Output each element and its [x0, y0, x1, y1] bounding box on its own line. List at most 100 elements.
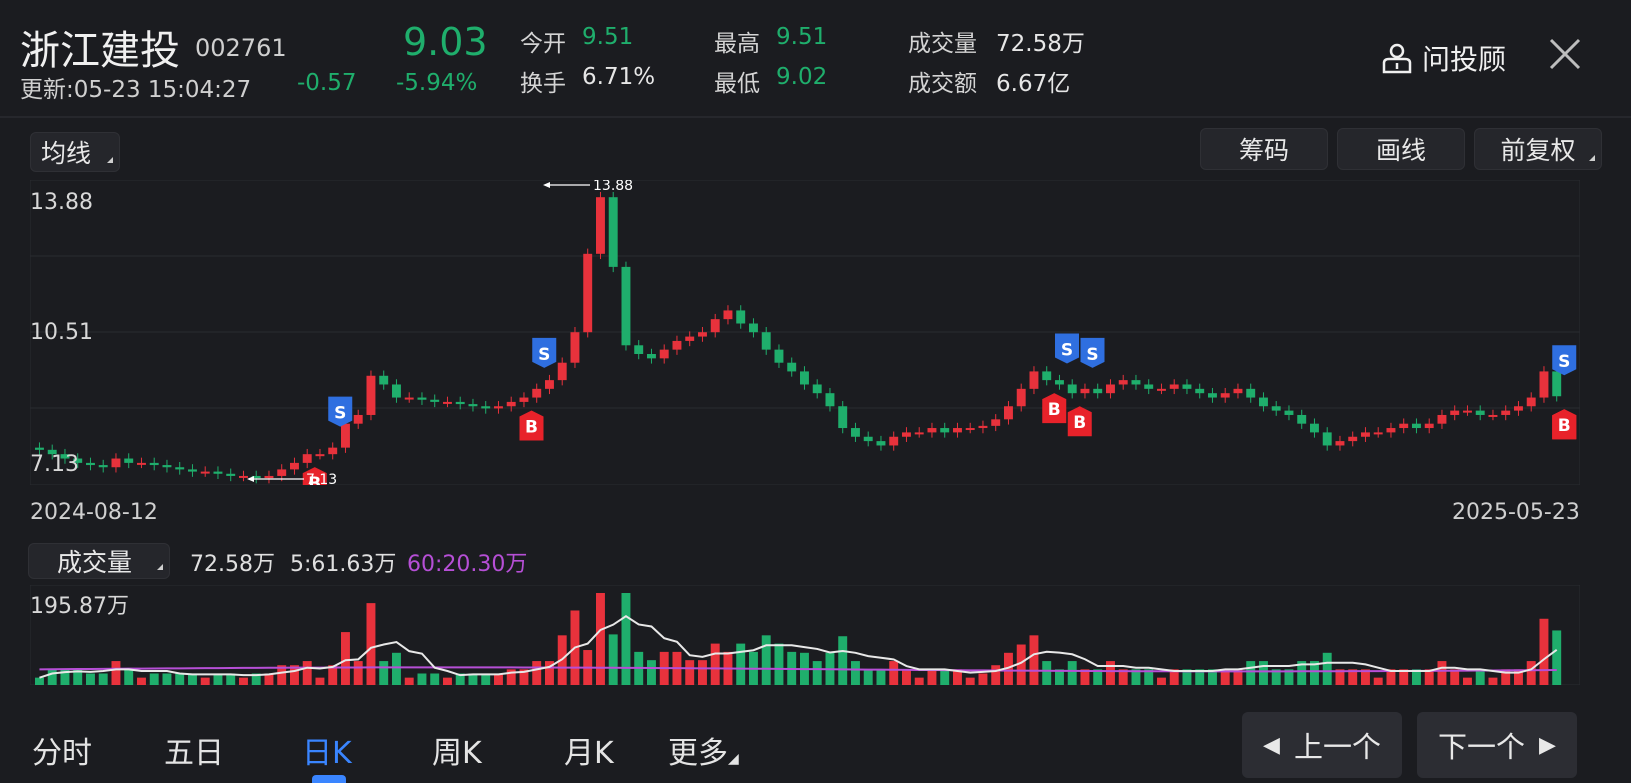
volume-bar [328, 665, 338, 685]
volume-bar [1246, 661, 1256, 685]
prev-stock-button[interactable]: ◀ 上一个 [1242, 712, 1402, 778]
candle-body [468, 404, 478, 407]
chips-button[interactable]: 筹码 [1200, 128, 1328, 170]
candle-body [902, 432, 911, 437]
volume-bar [710, 643, 720, 685]
volume-bar [774, 643, 784, 685]
candle-body [1488, 414, 1498, 417]
volume-bar [1322, 652, 1332, 685]
buy-marker[interactable]: B [1067, 406, 1092, 437]
candle-body [1335, 441, 1345, 446]
candle-body [1195, 388, 1205, 394]
candle-body [851, 428, 860, 437]
tab-intraday[interactable]: 分时 [32, 736, 92, 771]
next-stock-button[interactable]: 下一个 ▶ [1417, 712, 1577, 778]
volume-bar [175, 673, 185, 685]
volume-bar [443, 677, 452, 685]
low-label: 最低 [714, 71, 760, 97]
adjust-selector[interactable]: 前复权 [1474, 128, 1602, 170]
more-caret-icon: ◢ [728, 751, 739, 767]
buy-marker[interactable]: B [519, 410, 544, 441]
price-change-pct: -5.94% [396, 70, 478, 96]
volume-indicator-selector[interactable]: 成交量 [28, 543, 170, 579]
candle-body [685, 336, 695, 341]
volume-bar [1475, 669, 1485, 685]
candle-body [876, 441, 886, 446]
volume-bar [1067, 661, 1077, 685]
volume-bar [1450, 669, 1460, 685]
candle-body [86, 462, 95, 466]
volume-bar [1144, 669, 1154, 685]
ma-selector[interactable]: 均线 [30, 132, 120, 172]
sell-marker[interactable]: S [1055, 333, 1079, 364]
candle-body [557, 362, 567, 381]
next-arrow-icon: ▶ [1539, 732, 1556, 758]
tab-five-day[interactable]: 五日 [164, 736, 224, 771]
candle-body [506, 401, 516, 407]
candle-body [162, 465, 172, 468]
volume-bar [940, 669, 950, 685]
stock-code: 002761 [195, 34, 287, 62]
candle-body [1310, 423, 1319, 433]
volume-bar [251, 673, 261, 685]
candle-body [1016, 388, 1026, 407]
sell-marker[interactable]: S [328, 396, 353, 427]
candle-body [1501, 410, 1511, 415]
volume-bar [353, 661, 363, 685]
close-icon[interactable] [1545, 34, 1585, 74]
candle-body [226, 473, 236, 476]
candle-body [1233, 388, 1243, 394]
draw-button[interactable]: 画线 [1337, 128, 1465, 170]
candle-body [927, 428, 937, 433]
candle-body [749, 323, 758, 333]
candlestick-chart[interactable]: BSSBSSBBBSBB 13.88 7.13 [30, 180, 1580, 485]
candle-body [736, 310, 746, 324]
buy-marker[interactable]: B [302, 467, 327, 485]
sell-marker[interactable]: S [1080, 337, 1105, 368]
candle-body [698, 332, 707, 337]
tab-monthly-k[interactable]: 月K [564, 736, 614, 771]
volume-bar [1552, 630, 1562, 685]
y-axis-high: 13.88 [30, 190, 93, 215]
candle-body [659, 349, 669, 359]
candle-body [1450, 410, 1460, 415]
volume-bar [1029, 635, 1039, 685]
buy-marker[interactable]: B [1552, 409, 1577, 440]
volume-bar [1399, 669, 1409, 685]
tab-more[interactable]: 更多◢ [668, 736, 739, 771]
volume-bar [73, 669, 83, 685]
sell-marker[interactable]: S [532, 337, 557, 368]
volume-bar [1463, 677, 1472, 685]
volume-chart[interactable] [30, 585, 1580, 685]
prev-arrow-icon: ◀ [1263, 732, 1280, 758]
tab-weekly-k[interactable]: 周K [432, 736, 482, 771]
marker-shape [1552, 409, 1577, 440]
volume-bar [596, 593, 605, 685]
candle-body [47, 449, 57, 455]
tab-daily-k[interactable]: 日K [302, 736, 352, 771]
candle-body [1246, 388, 1256, 398]
candle-body [1118, 380, 1128, 385]
volume-bar [149, 673, 159, 685]
sell-marker[interactable]: S [1552, 345, 1577, 376]
candle-body [213, 471, 223, 474]
candle-body [1271, 406, 1281, 411]
volume-bar [302, 661, 312, 685]
amount-label: 成交额 [908, 71, 977, 97]
turnover-label: 换手 [520, 71, 566, 97]
volume-current: 72.58万 [190, 552, 275, 577]
buy-marker[interactable]: B [1042, 393, 1067, 424]
candle-body [443, 401, 452, 404]
candle-body [1424, 423, 1434, 429]
candle-body [608, 197, 618, 267]
volume-y-max: 195.87万 [30, 594, 129, 619]
draw-button-label: 画线 [1375, 136, 1426, 165]
y-axis-mid: 10.51 [30, 320, 93, 345]
volume-bar [86, 673, 95, 685]
volume-bar [1055, 669, 1064, 685]
advisor-button[interactable]: 问投顾 [1380, 38, 1506, 78]
candle-body [1093, 388, 1103, 394]
marker-shape [1055, 333, 1079, 364]
candle-body [761, 332, 771, 350]
max-marker: 13.88 [543, 180, 633, 194]
